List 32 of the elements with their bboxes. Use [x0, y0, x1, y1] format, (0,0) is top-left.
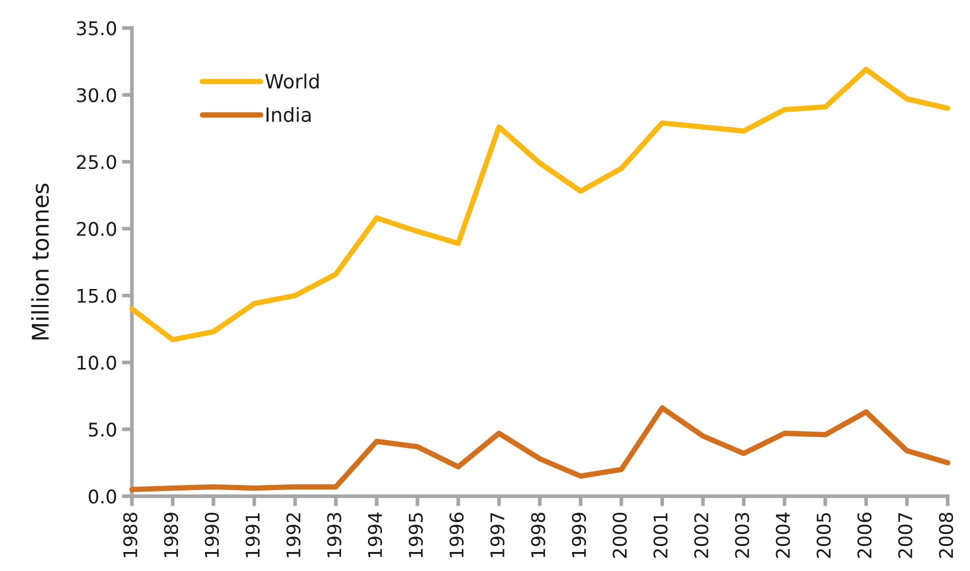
y-axis-title: Million tonnes: [31, 184, 49, 340]
y-tick-label: 5.0: [88, 422, 116, 437]
x-tick-label: 1997: [490, 513, 504, 558]
y-tick-label: 15.0: [78, 288, 116, 303]
x-tick-label: 1989: [164, 512, 178, 558]
x-tick-label: 2007: [898, 513, 912, 558]
x-tick-label: 2003: [735, 512, 750, 558]
x-tick-label: 1999: [572, 512, 586, 558]
y-tick-label: 30.0: [77, 88, 116, 102]
x-tick-label: 1994: [368, 512, 382, 558]
x-tick-label: 2004: [776, 512, 790, 558]
legend-label: World: [265, 74, 319, 89]
x-tick-label: 2008: [938, 512, 954, 558]
y-tick-label: 0.0: [88, 489, 116, 504]
x-tick-label: 2001: [653, 513, 668, 558]
x-tick-label: 2002: [694, 513, 708, 558]
x-tick-label: 1990: [204, 512, 219, 558]
y-tick-label: 20.0: [76, 222, 116, 236]
x-tick-label: 1992: [286, 513, 301, 558]
x-tick-label: 2000: [612, 512, 627, 558]
x-tick-label: 1988: [123, 512, 138, 558]
x-tick-label: 1995: [408, 513, 423, 558]
x-tick-label: 1991: [246, 513, 260, 558]
x-tick-label: 1996: [449, 512, 464, 558]
x-tick-label: 2006: [857, 512, 872, 558]
x-tick-label: 2005: [816, 513, 831, 558]
x-tick-label: 1998: [531, 512, 546, 558]
legend-label: India: [266, 106, 311, 122]
y-tick-label: 25.0: [76, 154, 116, 170]
y-tick-label: 35.0: [77, 21, 116, 36]
y-tick-label: 10.0: [78, 356, 116, 370]
x-tick-label: 1993: [327, 512, 342, 558]
